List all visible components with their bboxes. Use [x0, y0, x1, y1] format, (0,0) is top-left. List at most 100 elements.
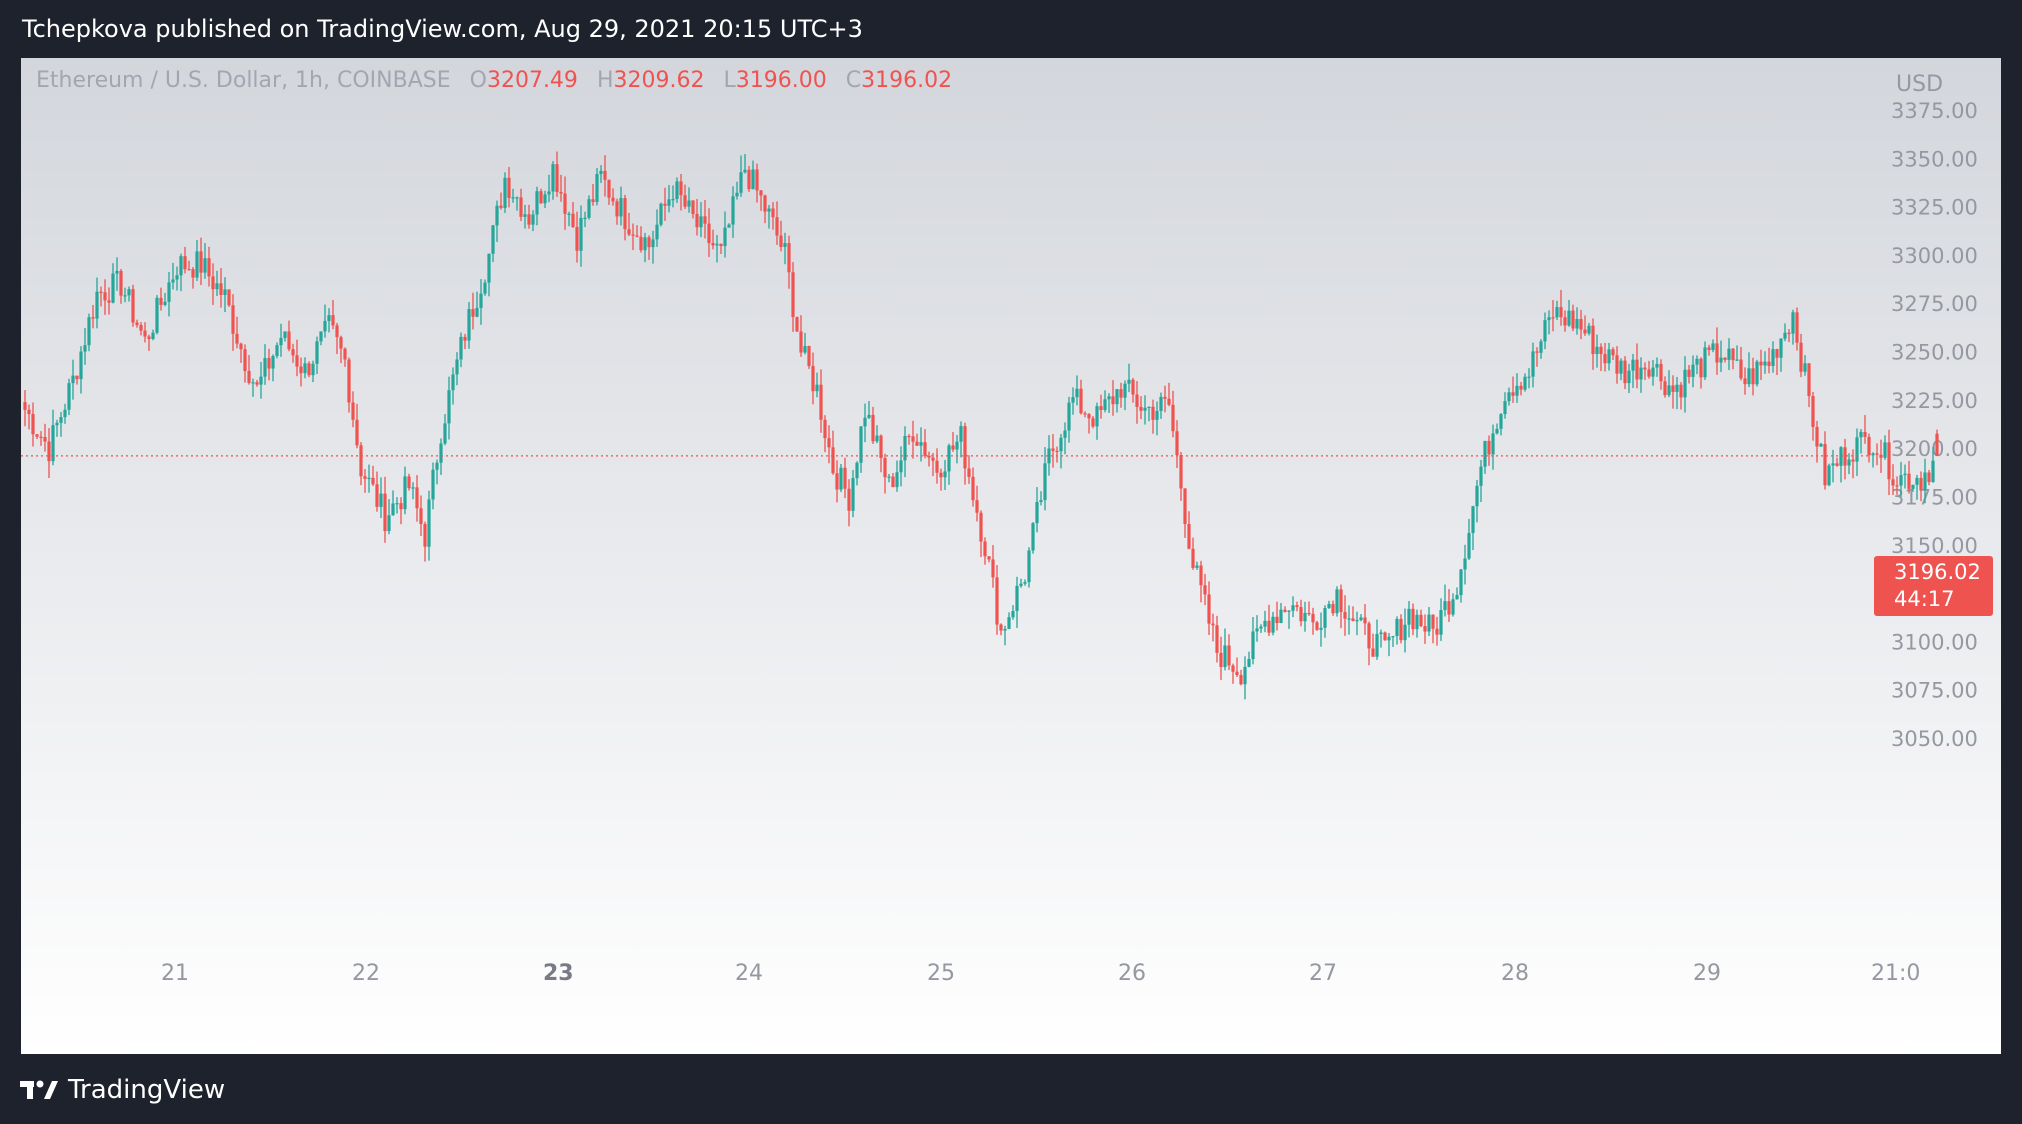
candle	[1291, 596, 1295, 618]
candle	[847, 479, 851, 527]
x-tick-label: 23	[543, 961, 574, 986]
candle-body	[1199, 565, 1203, 586]
candle-body	[1679, 384, 1683, 398]
x-tick-label: 25	[927, 961, 955, 986]
candle-body	[1743, 378, 1747, 385]
candle	[191, 267, 195, 289]
candle	[563, 176, 567, 230]
candle	[1503, 392, 1507, 419]
candle-body	[1891, 479, 1895, 486]
candle	[1599, 343, 1603, 372]
candle-body	[219, 283, 223, 295]
candle-body	[471, 309, 475, 317]
candle	[1067, 396, 1071, 443]
candle-body	[315, 341, 319, 364]
candle-body	[1167, 398, 1171, 405]
candle	[611, 188, 615, 206]
chart-panel[interactable]: 3375.00 3350.00 3325.00 3300.00 3275.00 3250.…	[21, 58, 2001, 1054]
candle-body	[1563, 317, 1567, 326]
candle-body	[319, 331, 323, 342]
candle-body	[1203, 585, 1207, 595]
candle	[1883, 435, 1887, 460]
candle-body	[1511, 392, 1515, 396]
candle-body	[155, 297, 159, 333]
candle	[495, 200, 499, 242]
candle	[1543, 312, 1547, 350]
candle-body	[1059, 437, 1063, 452]
candle	[1507, 387, 1511, 406]
candle-body	[1503, 401, 1507, 415]
candle-body	[1599, 346, 1603, 355]
candle-body	[767, 208, 771, 212]
candle-body	[1431, 614, 1435, 629]
candle-body	[363, 476, 367, 479]
candle-body	[967, 468, 971, 477]
candle	[1723, 357, 1727, 363]
candle	[435, 459, 439, 485]
candle	[1075, 375, 1079, 406]
candle-body	[1399, 618, 1403, 641]
candle-body	[1803, 363, 1807, 372]
candle	[1215, 615, 1219, 663]
candle	[1867, 433, 1871, 463]
candle	[1331, 600, 1335, 616]
candle-body	[547, 191, 551, 195]
candle-body	[535, 191, 539, 215]
candle-body	[1811, 396, 1815, 427]
candle	[535, 186, 539, 226]
candle	[951, 431, 955, 452]
candle	[927, 451, 931, 467]
candle-body	[1143, 407, 1147, 411]
candle-body	[1327, 604, 1331, 608]
candle-body	[1699, 358, 1703, 378]
candle	[1083, 411, 1087, 418]
candle	[1427, 607, 1431, 637]
candle-body	[903, 435, 907, 461]
candle	[1499, 413, 1503, 436]
candle-body	[871, 414, 875, 442]
candle	[1111, 380, 1115, 416]
candle-body	[1543, 320, 1547, 342]
candle	[1411, 603, 1415, 636]
candlestick-chart[interactable]: 3375.00 3350.00 3325.00 3300.00 3275.00 3250.…	[21, 58, 2001, 1054]
candle-body	[1087, 414, 1091, 419]
candle	[1467, 518, 1471, 561]
candle-body	[171, 279, 175, 283]
candle-body	[955, 441, 959, 450]
candle-body	[539, 191, 543, 204]
candle-body	[1731, 348, 1735, 361]
candle	[1095, 402, 1099, 440]
candle-body	[1343, 611, 1347, 619]
candle	[1803, 355, 1807, 376]
candle-body	[1875, 453, 1879, 455]
candle-body	[771, 208, 775, 218]
candle	[279, 323, 283, 357]
open-key: O	[469, 68, 487, 93]
candle	[1823, 431, 1827, 490]
candle-body	[1051, 448, 1055, 451]
candle-body	[1107, 396, 1111, 400]
candle-body	[335, 325, 339, 338]
candle-body	[1123, 383, 1127, 398]
candle-body	[1263, 620, 1267, 627]
candle	[199, 237, 203, 286]
candle-body	[927, 455, 931, 458]
candle-body	[407, 476, 411, 489]
candle-body	[911, 436, 915, 442]
low-value: 3196.00	[735, 68, 827, 93]
candle	[1091, 416, 1095, 429]
candle	[1287, 610, 1291, 629]
candle	[511, 188, 515, 203]
candle-body	[803, 346, 807, 353]
candle-body	[1647, 369, 1651, 377]
x-tick-label: 27	[1309, 961, 1337, 986]
candle	[59, 411, 63, 437]
candle	[619, 186, 623, 226]
candle-body	[1675, 384, 1679, 392]
candle-body	[1103, 399, 1107, 411]
candle-body	[287, 331, 291, 350]
candle-body	[375, 484, 379, 507]
candle	[455, 352, 459, 386]
tradingview-footer[interactable]: TradingView	[20, 1070, 225, 1110]
candle	[875, 425, 879, 444]
